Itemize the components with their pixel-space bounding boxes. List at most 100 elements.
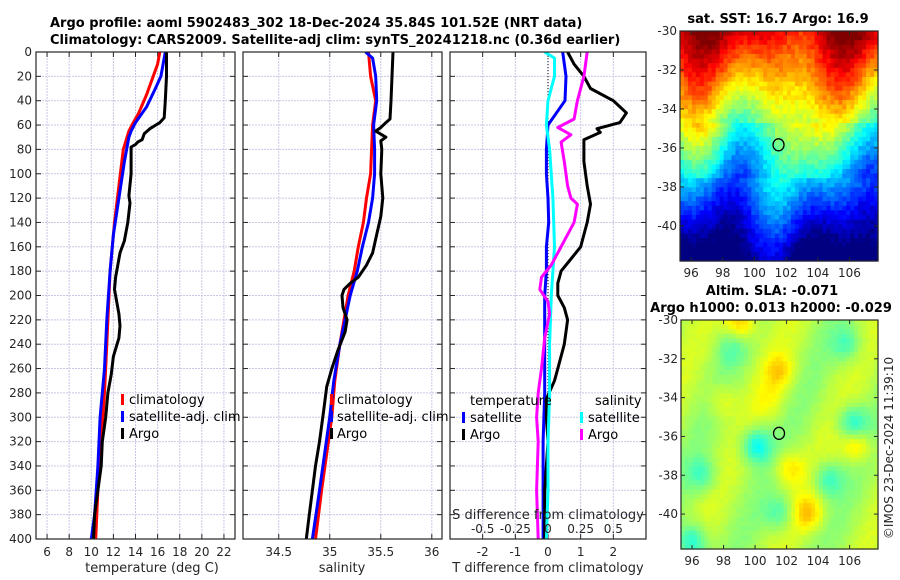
sla-cell [763, 342, 769, 349]
sla-cell [854, 466, 859, 472]
sst-cell [834, 54, 839, 60]
sst-cell [790, 141, 796, 147]
sst-cell [826, 113, 832, 119]
sst-cell [786, 136, 792, 142]
sla-cell [751, 494, 757, 500]
sst-cell [866, 205, 871, 211]
sst-cell [691, 178, 697, 184]
sla-cell [704, 384, 710, 390]
sst-cell [767, 228, 772, 234]
sst-cell [790, 95, 796, 101]
sla-cell [736, 425, 741, 431]
sla-cell [826, 347, 832, 353]
sla-cell [866, 324, 871, 330]
sla-cell [688, 503, 694, 509]
sst-cell [711, 58, 717, 64]
sst-cell [870, 95, 875, 101]
sla-cell [736, 457, 741, 463]
sla-cell [854, 393, 859, 399]
sla-cell [858, 374, 863, 381]
sst-cell [846, 146, 851, 152]
sst-cell [814, 86, 820, 92]
sst-cell [771, 169, 776, 175]
sst-cell [695, 215, 701, 221]
sst-cell [763, 54, 768, 60]
sst-cell [798, 210, 804, 216]
sst-cell [771, 155, 776, 161]
sst-cell [798, 201, 804, 207]
sla-cell [803, 411, 808, 417]
sst-cell [759, 100, 764, 106]
sst-cell [782, 90, 788, 96]
sla-cell [834, 407, 840, 413]
sst-cell [731, 192, 737, 198]
sla-cell [830, 379, 836, 385]
sla-cell [795, 498, 800, 504]
sst-cell [858, 77, 863, 83]
sla-cell [826, 352, 832, 358]
sla-cell [755, 452, 761, 458]
sla-cell [818, 370, 824, 376]
sst-cell [786, 123, 792, 129]
sst-cell [822, 109, 828, 115]
sst-cell [842, 205, 847, 211]
sst-cell [771, 136, 776, 142]
sla-cell [799, 416, 804, 422]
sst-cell [822, 169, 828, 175]
sst-cell [735, 141, 740, 147]
sst-cell [818, 173, 824, 179]
sst-cell [755, 90, 760, 96]
sla-cell [807, 402, 812, 408]
sla-cell [736, 356, 741, 362]
sst-cell [715, 63, 721, 69]
sst-cell [782, 205, 788, 211]
sst-cell [779, 242, 784, 248]
sst-cell [699, 215, 705, 221]
sst-cell [822, 113, 828, 119]
sst-cell [850, 215, 855, 221]
sla-cell [712, 439, 718, 445]
legend-label: satellite-adj. clim [337, 410, 449, 425]
sst-cell [755, 228, 760, 234]
sla-cell [874, 320, 879, 326]
sla-cell [740, 370, 745, 376]
sst-cell [858, 187, 863, 193]
sst-cell [854, 201, 859, 207]
sst-cell [759, 159, 764, 165]
sst-cell [858, 40, 863, 46]
sst-cell [703, 228, 709, 234]
sla-cell [747, 361, 753, 367]
sla-cell [791, 365, 796, 371]
sla-cell [747, 439, 753, 445]
sla-cell [732, 361, 737, 367]
sst-cell [691, 233, 697, 239]
sst-cell [739, 136, 744, 142]
sst-cell [727, 100, 733, 106]
sla-cell [736, 461, 741, 468]
sst-cell [779, 233, 784, 239]
sst-cell [695, 58, 701, 64]
sst-cell [680, 196, 685, 202]
sla-cell [830, 347, 836, 353]
sst-cell [870, 201, 875, 207]
sla-cell [818, 320, 824, 326]
sst-cell [719, 95, 725, 101]
sst-cell [818, 219, 824, 225]
sla-cell [755, 402, 761, 408]
sla-cell [854, 457, 859, 463]
sla-cell [688, 374, 694, 381]
sla-cell [842, 420, 848, 426]
sla-cell [751, 411, 757, 417]
sla-cell [775, 480, 781, 486]
sst-cell [850, 58, 855, 64]
sla-cell [684, 512, 690, 518]
sla-cell [834, 452, 840, 458]
sst-cell [842, 113, 847, 119]
sla-cell [763, 498, 769, 504]
sst-cell [699, 196, 705, 202]
sla-cell [870, 457, 875, 463]
sst-cell [751, 58, 756, 64]
sst-cell [866, 159, 871, 165]
series-line-satellite-adj-clim [310, 52, 379, 539]
sla-cell [728, 407, 733, 413]
